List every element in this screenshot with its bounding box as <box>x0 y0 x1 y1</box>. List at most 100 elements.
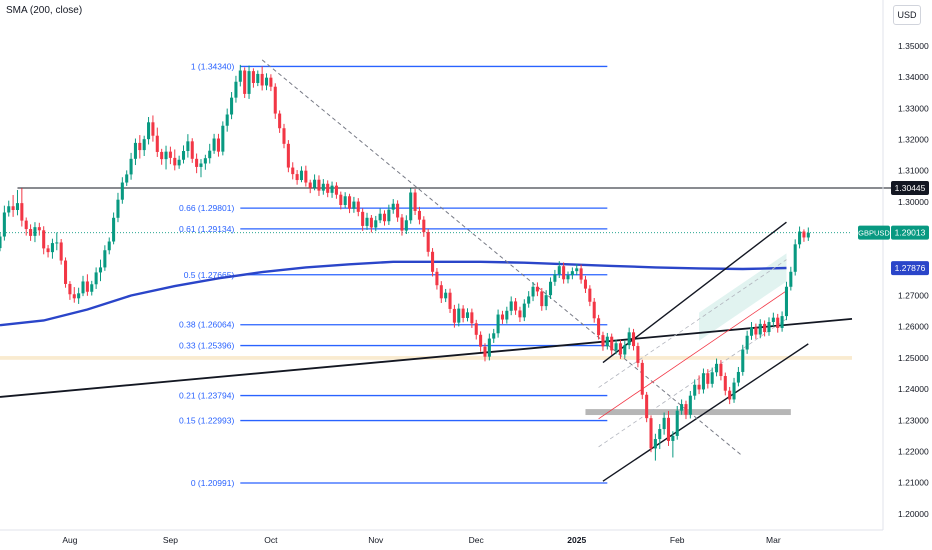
candle-body <box>566 275 570 280</box>
candle-body <box>802 231 806 238</box>
candle-body <box>719 363 723 377</box>
indicator-label[interactable]: SMA (200, close) <box>6 5 83 16</box>
candle-body <box>234 81 238 98</box>
candle-body <box>553 274 557 282</box>
candle-body <box>557 266 561 275</box>
trend-line-4 <box>598 290 787 420</box>
candle-body <box>46 248 50 253</box>
candle-body <box>575 268 579 272</box>
trend-line-6 <box>598 318 787 448</box>
candle-body <box>741 349 745 372</box>
fib-level-label: 0.33 (1.25396) <box>179 341 234 351</box>
candle-body <box>767 322 771 333</box>
candle-body <box>295 174 299 181</box>
candle-body <box>404 220 408 231</box>
candle-body <box>457 308 461 323</box>
y-tick-label: 1.31000 <box>898 166 929 176</box>
candle-body <box>771 317 775 323</box>
y-tick-label: 1.24000 <box>898 384 929 394</box>
candle-body <box>112 217 116 242</box>
candle-body <box>348 196 352 209</box>
candle-body <box>147 122 151 140</box>
fib-level-label: 0.15 (1.22993) <box>179 416 234 426</box>
candle-body <box>330 185 334 193</box>
price-badge-1 <box>891 261 929 276</box>
candle-body <box>413 192 417 211</box>
candle-body <box>321 183 325 191</box>
support-zone <box>585 409 791 416</box>
candle-body <box>758 323 762 335</box>
candle-body <box>610 336 614 351</box>
candle-body <box>754 327 758 335</box>
candle-body <box>666 417 671 441</box>
candle-body <box>64 260 68 284</box>
fib-level-label: 0.61 (1.29134) <box>179 224 234 234</box>
candle-body <box>77 293 81 299</box>
candle-body <box>417 210 421 220</box>
candle-body <box>597 318 601 336</box>
y-tick-label: 1.20000 <box>898 509 929 519</box>
candle-body <box>361 211 365 226</box>
candle-body <box>544 295 548 307</box>
candle-body <box>527 296 531 304</box>
y-tick-label: 1.23000 <box>898 415 929 425</box>
candle-body <box>592 301 596 319</box>
candle-body <box>452 308 456 323</box>
candle-body <box>535 286 539 292</box>
candle-body <box>129 158 133 175</box>
candle-body <box>0 236 2 249</box>
candle-body <box>623 345 627 355</box>
candle-body <box>352 201 356 209</box>
candle-body <box>339 194 343 206</box>
trend-line-5 <box>598 259 787 388</box>
candle-body <box>723 376 727 391</box>
trend-line-0 <box>0 318 853 398</box>
candle-body <box>474 323 478 335</box>
candle-body <box>203 158 207 164</box>
candle-body <box>680 404 684 411</box>
candle-body <box>784 286 788 317</box>
candle-body <box>238 70 242 82</box>
candle-body <box>59 242 63 261</box>
candle-body <box>540 291 544 307</box>
candle-body <box>164 151 168 160</box>
candle-body <box>653 439 657 449</box>
candle-body <box>68 283 72 295</box>
candle-body <box>230 97 234 115</box>
candle-body <box>793 244 797 272</box>
candle-body <box>444 292 448 299</box>
candle-body <box>614 343 618 351</box>
candle-body <box>605 336 609 347</box>
candle-body <box>374 220 378 228</box>
candle-body <box>500 314 504 320</box>
candle-body <box>195 158 199 167</box>
candle-body <box>697 384 701 390</box>
candle-body <box>291 167 295 175</box>
candle-body <box>448 292 452 309</box>
candle-body <box>400 217 404 231</box>
currency-button[interactable]: USD <box>893 5 921 25</box>
candle-body <box>256 73 260 83</box>
candle-body <box>640 362 644 395</box>
candle-body <box>304 170 308 183</box>
candle-body <box>470 312 474 324</box>
candle-body <box>212 138 216 151</box>
candle-body <box>260 73 264 86</box>
candle-body <box>479 334 483 347</box>
candle-body <box>732 382 736 400</box>
candle-body <box>387 209 391 222</box>
candle-body <box>579 268 583 280</box>
symbol-badge <box>858 225 890 240</box>
candle-body <box>264 77 269 86</box>
candle-body <box>505 310 509 320</box>
candle-body <box>20 203 24 221</box>
candle-body <box>671 435 675 441</box>
candle-body <box>649 418 653 449</box>
fib-level-label: 0 (1.20991) <box>191 478 235 488</box>
candle-body <box>317 179 321 191</box>
candle-body <box>684 404 688 415</box>
candle-body <box>11 206 15 210</box>
candle-body <box>138 142 142 151</box>
candle-body <box>645 394 649 419</box>
